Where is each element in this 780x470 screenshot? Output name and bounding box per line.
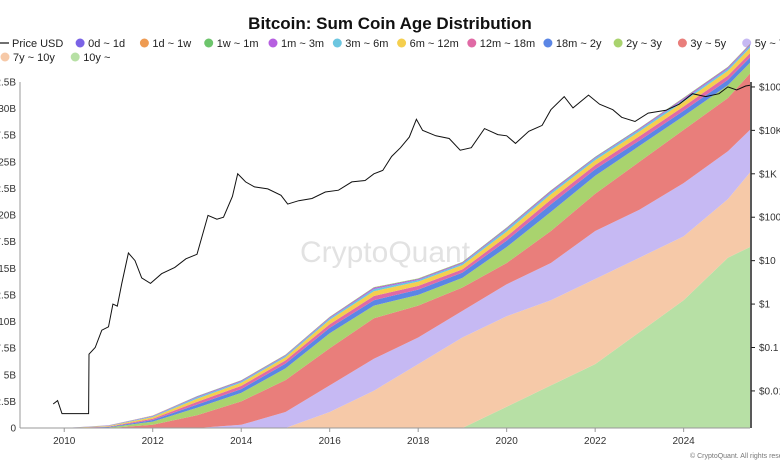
legend-dot-swatch: [204, 38, 214, 48]
y-left-tick-label: 7.5B: [0, 344, 16, 355]
legend-item[interactable]: Price USD: [0, 38, 63, 50]
watermark: CryptoQuant: [300, 236, 471, 269]
y-left-tick-label: 20B: [0, 211, 16, 222]
legend-dot-swatch: [268, 38, 278, 48]
y-right-tick-label: $0.01: [759, 386, 780, 397]
legend: Price USD 0d ~ 1d 1d ~ 1w 1w ~ 1m 1m ~ 3m 3m …: [0, 38, 780, 64]
y-right-tick-label: $0.1: [759, 343, 779, 354]
y-left-tick-label: 25B: [0, 157, 16, 168]
x-tick-label: 2020: [496, 436, 519, 447]
legend-dot-swatch: [332, 38, 342, 48]
legend-item[interactable]: 7y ~ 10y: [0, 52, 56, 64]
legend-item[interactable]: 1m ~ 3m: [268, 38, 325, 50]
x-tick-label: 2018: [407, 436, 430, 447]
legend-dot-swatch: [613, 38, 623, 48]
legend-label: 12m ~ 18m: [480, 38, 535, 50]
legend-label: 5y ~ 7y: [755, 38, 780, 50]
legend-label: 3m ~ 6m: [345, 38, 388, 50]
stacked-areas: [42, 43, 751, 429]
legend-dot-swatch: [0, 52, 10, 62]
price-series: [52, 84, 751, 415]
area-5y-7y: [42, 129, 751, 428]
y-left-tick-label: 10B: [0, 317, 16, 328]
y-left-tick-label: 15B: [0, 264, 16, 275]
legend-label: 1d ~ 1w: [152, 38, 191, 50]
chart-title: Bitcoin: Sum Coin Age Distribution: [248, 14, 532, 33]
y-left-tick-label: 22.5B: [0, 184, 16, 195]
x-tick-label: 2010: [53, 436, 76, 447]
y-right-tick-label: $10K: [759, 126, 780, 137]
legend-label: 18m ~ 2y: [556, 38, 602, 50]
legend-item[interactable]: 10y ~: [70, 52, 111, 64]
y-right-tick-label: $1: [759, 300, 771, 311]
legend-item[interactable]: 18m ~ 2y: [543, 38, 602, 50]
x-tick-label: 2012: [142, 436, 165, 447]
legend-dot-swatch: [75, 38, 85, 48]
x-tick-label: 2022: [584, 436, 607, 447]
price-line: [52, 84, 751, 415]
y-right-tick-label: $100K: [759, 82, 780, 93]
y-right-tick-label: $100: [759, 213, 780, 224]
y-left-tick-label: 5B: [4, 370, 17, 381]
legend-label: 1w ~ 1m: [217, 38, 259, 50]
y-right-tick-label: $10: [759, 256, 776, 267]
area-10y: [42, 247, 751, 428]
legend-dot-swatch: [543, 38, 553, 48]
legend-item[interactable]: 12m ~ 18m: [467, 38, 535, 50]
legend-item[interactable]: 1d ~ 1w: [139, 38, 191, 50]
legend-dot-swatch: [70, 52, 80, 62]
legend-dot-swatch: [467, 38, 477, 48]
legend-item[interactable]: 3m ~ 6m: [332, 38, 389, 50]
y-left-tick-label: 17.5B: [0, 237, 16, 248]
legend-dot-swatch: [677, 38, 687, 48]
legend-label: 2y ~ 3y: [626, 38, 662, 50]
x-tick-label: 2014: [230, 436, 253, 447]
legend-label: 1m ~ 3m: [281, 38, 324, 50]
y-left-tick-label: 0: [10, 424, 16, 435]
legend-item[interactable]: 6m ~ 12m: [397, 38, 459, 50]
x-tick-label: 2024: [673, 436, 696, 447]
area-7y-10y: [42, 172, 751, 428]
legend-item[interactable]: 0d ~ 1d: [75, 38, 126, 50]
legend-label: 0d ~ 1d: [88, 38, 125, 50]
legend-label: 10y ~: [83, 52, 110, 64]
copyright-credit: © CryptoQuant. All rights reserved: [690, 452, 780, 460]
y-left-tick-label: 2.5B: [0, 397, 16, 408]
legend-item[interactable]: 2y ~ 3y: [613, 38, 663, 50]
axes: 2010 2012 2014 2016 2018 2020 2022 2024 0 2.5B 5B 7…: [0, 78, 780, 448]
legend-label: 3y ~ 5y: [690, 38, 726, 50]
y-left-tick-label: 30B: [0, 104, 16, 115]
legend-dot-swatch: [397, 38, 407, 48]
legend-label: 7y ~ 10y: [13, 52, 55, 64]
legend-item[interactable]: 3y ~ 5y: [677, 38, 727, 50]
y-left-tick-label: 12.5B: [0, 290, 16, 301]
x-tick-label: 2016: [319, 436, 342, 447]
legend-label: Price USD: [12, 38, 63, 50]
legend-label: 6m ~ 12m: [410, 38, 459, 50]
legend-dot-swatch: [139, 38, 149, 48]
y-right-tick-label: $1K: [759, 169, 777, 180]
y-left-tick-label: 27.5B: [0, 131, 16, 142]
legend-item[interactable]: 1w ~ 1m: [204, 38, 259, 50]
y-left-tick-label: 32.5B: [0, 78, 16, 89]
